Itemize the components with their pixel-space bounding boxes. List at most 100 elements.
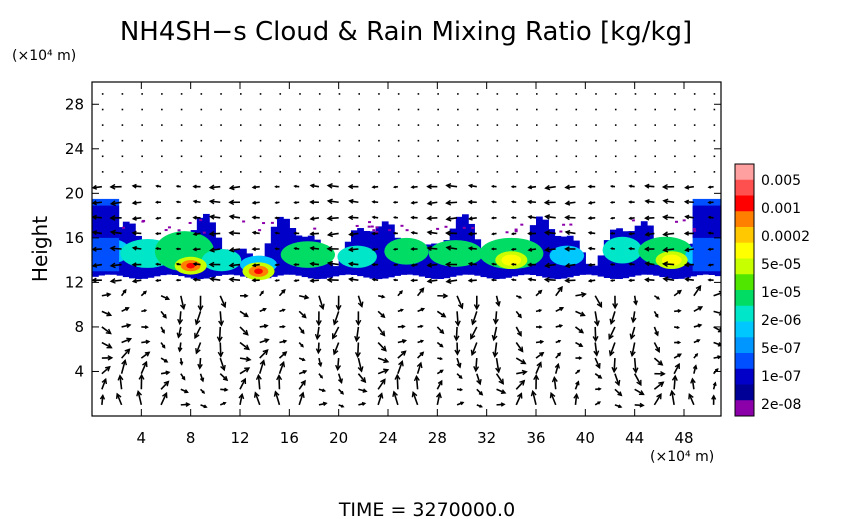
wind-arrow (240, 108, 242, 111)
wind-arrow-head (467, 261, 473, 267)
wind-arrow (240, 93, 242, 95)
wind-arrow-head (628, 262, 633, 266)
wind-arrow (219, 311, 223, 326)
wind-arrow (594, 357, 601, 369)
wind-arrow-head (223, 387, 229, 392)
wind-arrow-head (688, 392, 694, 400)
wind-arrow (338, 93, 341, 95)
wind-arrow (417, 93, 420, 95)
wind-arrow-head (392, 216, 397, 219)
wind-arrow (101, 108, 104, 111)
wind-arrow-head (392, 390, 398, 397)
wind-arrow-head (510, 216, 515, 220)
wind-arrow-head (274, 216, 278, 220)
cloud-speck (367, 225, 371, 228)
wind-arrow (141, 108, 143, 111)
wind-arrow (496, 108, 499, 111)
x-tick-label: 48 (674, 429, 693, 447)
wind-arrow (200, 155, 203, 158)
cloud-cell (665, 263, 673, 279)
wind-arrow (446, 279, 458, 283)
wind-arrow (693, 306, 703, 313)
wind-arrow (239, 394, 243, 406)
colorbar-swatch (735, 242, 754, 259)
colorbar-swatch (735, 400, 754, 417)
wind-arrow-head (707, 247, 712, 251)
wind-arrow (397, 93, 400, 95)
wind-arrow-head (444, 230, 452, 237)
wind-arrow-head (478, 391, 484, 396)
wind-arrow-head (609, 318, 616, 326)
wind-arrow (141, 171, 143, 173)
wind-arrow (101, 93, 104, 95)
cloud-cell (486, 252, 494, 279)
wind-arrow (427, 217, 438, 220)
colorbar-swatch (735, 274, 754, 291)
wind-arrow-head (326, 183, 333, 189)
wind-arrow-head (401, 338, 408, 344)
wind-arrow (575, 93, 578, 95)
wind-arrow-head (671, 374, 678, 381)
wind-arrow (470, 326, 478, 339)
wind-arrow-head (243, 312, 249, 318)
wind-arrow (110, 279, 122, 283)
colorbar-swatch (735, 353, 754, 370)
wind-arrow (299, 171, 301, 173)
wind-arrow-head (718, 290, 721, 297)
colorbar-swatch (735, 384, 754, 401)
wind-arrow-head (319, 375, 324, 379)
wind-arrow-head (293, 262, 297, 267)
wind-arrow (278, 351, 287, 359)
cloud-core (280, 241, 335, 268)
wind-arrow-head (435, 391, 442, 399)
wind-arrow (220, 155, 222, 158)
wind-arrow-head (661, 261, 669, 268)
wind-arrow (515, 380, 525, 390)
wind-arrow-head (282, 308, 286, 312)
wind-arrow (161, 93, 163, 95)
wind-arrow (693, 139, 696, 142)
y-tick-label: 24 (65, 140, 84, 158)
wind-arrow-head (439, 343, 444, 348)
wind-arrow (101, 310, 112, 316)
wind-arrow (536, 108, 538, 111)
wind-arrow (116, 393, 123, 406)
wind-arrow-head (380, 378, 386, 385)
wind-arrow (536, 155, 538, 158)
wind-arrow-head (262, 349, 269, 356)
wind-arrow-head (179, 361, 184, 366)
wind-arrow-head (676, 325, 681, 329)
wind-arrow-head (348, 276, 354, 282)
wind-arrow (437, 139, 439, 142)
wind-arrow-head (335, 364, 342, 372)
wind-arrow-head (274, 185, 278, 189)
wind-arrow (614, 124, 617, 126)
wind-arrow (349, 278, 359, 281)
wind-arrow-head (216, 336, 223, 343)
wind-arrow-head (410, 231, 415, 235)
wind-arrow-head (684, 184, 690, 190)
wind-arrow (437, 108, 439, 111)
wind-arrow (229, 278, 241, 281)
wind-arrow (594, 311, 599, 326)
wind-arrow (195, 311, 202, 325)
wind-arrow-head (426, 278, 433, 284)
wind-arrow (575, 310, 585, 317)
wind-arrow-head (301, 313, 307, 319)
wind-arrow-head (276, 374, 283, 381)
wind-arrow-head (354, 335, 361, 343)
wind-arrow (160, 392, 168, 406)
wind-arrow-head (564, 214, 570, 221)
wind-arrow (492, 326, 498, 340)
x-tick-label: 16 (280, 429, 299, 447)
wind-arrow-head (491, 262, 495, 266)
wind-arrow-head (347, 246, 354, 253)
wind-arrow-head (510, 262, 515, 266)
cloud-speck (405, 229, 409, 232)
wind-arrow-head (107, 355, 114, 361)
cloud-speck (188, 221, 192, 224)
wind-arrow-head (467, 246, 473, 251)
wind-arrow (121, 348, 131, 359)
wind-arrow-head (194, 319, 201, 326)
